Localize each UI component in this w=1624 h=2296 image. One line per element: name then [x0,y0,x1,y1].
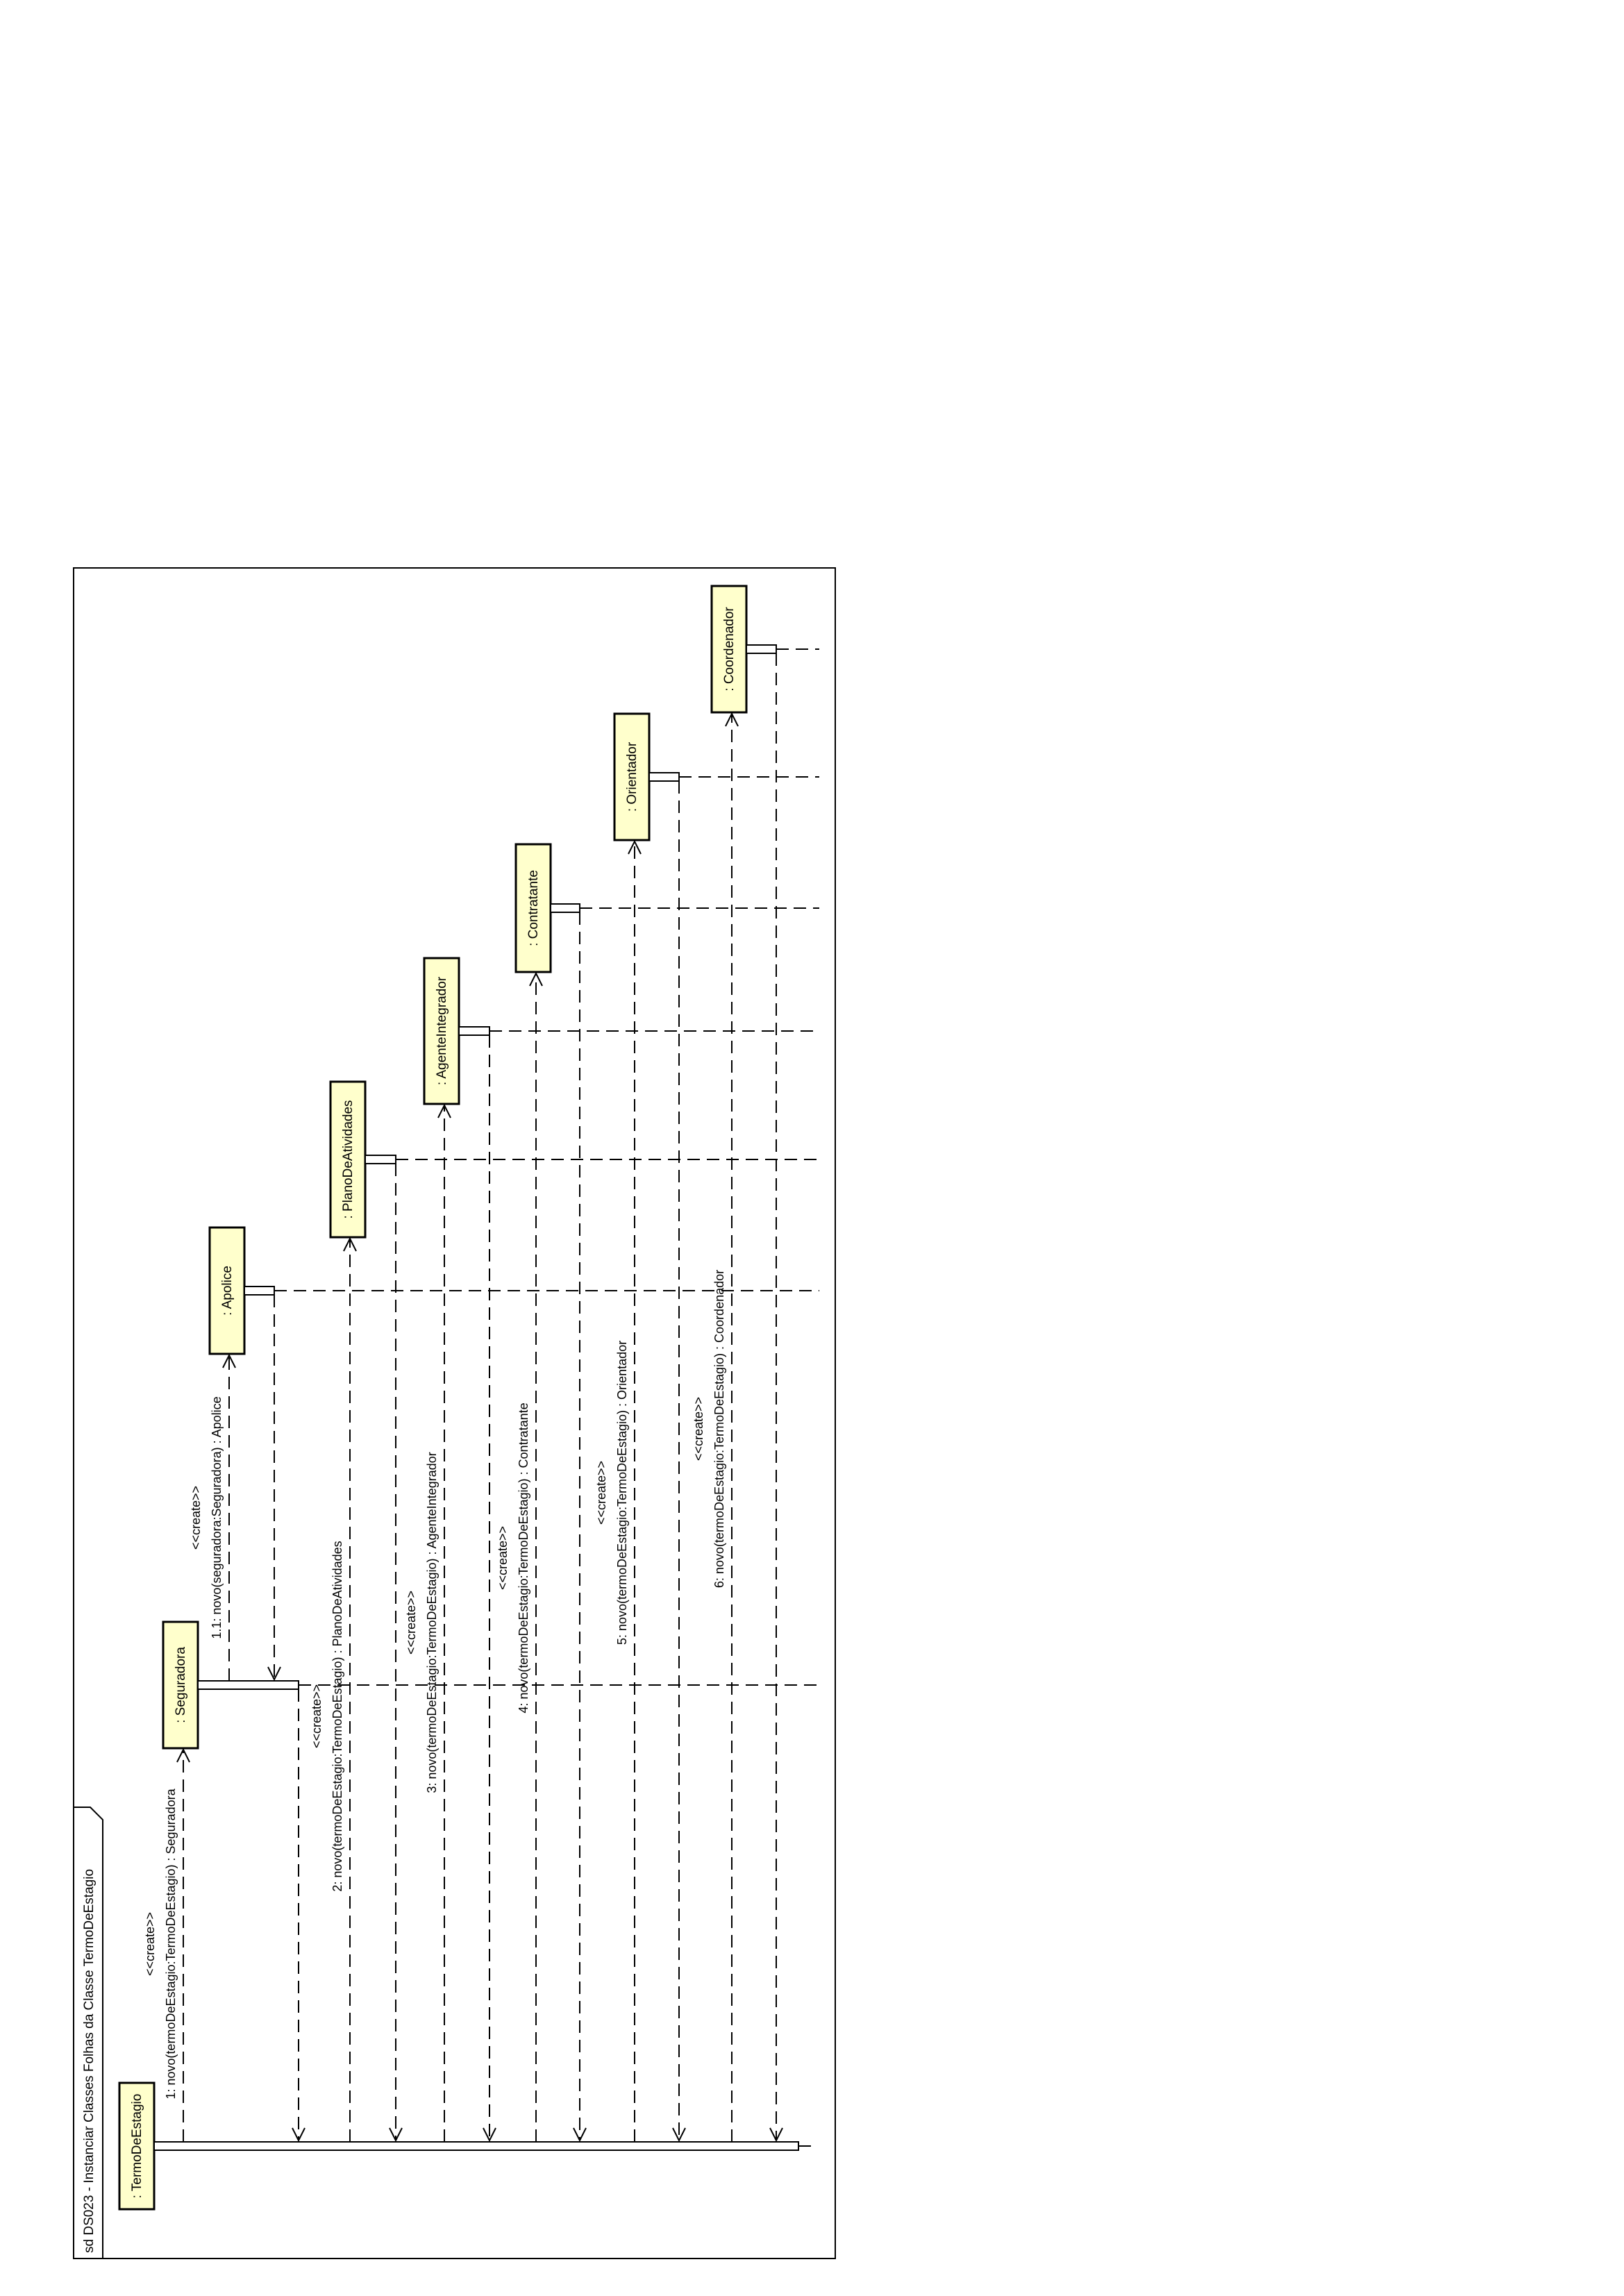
participant-label: : Seguradora [174,1647,188,1723]
message-label: 2: novo(termoDeEstagio:TermoDeEstagio) :… [330,1541,344,1891]
activation-apolice [244,1286,275,1296]
participant-label: : AgenteIntegrador [435,976,449,1085]
activation-termo [153,2141,799,2151]
participant-label: : Orientador [625,741,639,812]
activation-orientador [648,772,680,782]
activation-agente [458,1026,490,1036]
activation-coordenador [746,644,777,654]
participant-label: : Apolice [220,1266,235,1316]
message-stereotype: <<create>> [143,1912,157,1976]
participant-label: : Coordenador [722,607,737,692]
activation-seguradora [197,1680,299,1690]
message-stereotype: <<create>> [692,1397,705,1461]
message-stereotype: <<create>> [310,1684,324,1748]
message-stereotype: <<create>> [496,1526,510,1590]
participant-agente-integrador[interactable]: : AgenteIntegrador [423,957,460,1105]
message-label: 1.1: novo(seguradora:Seguradora) : Apoli… [210,1396,224,1639]
message-label: 3: novo(termoDeEstagio:TermoDeEstagio) :… [425,1452,439,1793]
participant-apolice[interactable]: : Apolice [208,1226,246,1355]
participant-plano-de-atividades[interactable]: : PlanoDeAtividades [329,1080,367,1239]
participant-contratante[interactable]: : Contratante [514,843,552,973]
frame-title-tab [74,1807,103,2259]
participant-label: : Contratante [526,870,541,946]
activation-contratante [550,903,580,913]
participant-seguradora[interactable]: : Seguradora [162,1620,199,1750]
participant-coordenador[interactable]: : Coordenador [710,585,748,714]
diagram-frame [73,567,836,2259]
message-stereotype: <<create>> [189,1486,203,1550]
frame-title: sd DS023 - Instanciar Classes Folhas da … [82,1869,97,2253]
participant-label: : PlanoDeAtividades [341,1100,355,1218]
participant-termo-de-estagio[interactable]: : TermoDeEstagio [118,2081,156,2211]
message-label: 1: novo(termoDeEstagio:TermoDeEstagio) :… [164,1788,178,2099]
participant-orientador[interactable]: : Orientador [613,712,651,841]
message-stereotype: <<create>> [404,1591,418,1654]
participant-label: : TermoDeEstagio [130,2094,144,2199]
message-label: 5: novo(termoDeEstagio:TermoDeEstagio) :… [615,1341,629,1645]
message-label: 6: novo(termoDeEstagio:TermoDeEstagio) :… [712,1270,726,1588]
message-label: 4: novo(termoDeEstagio:TermoDeEstagio) :… [517,1402,530,1713]
activation-plano [365,1155,396,1164]
message-stereotype: <<create>> [594,1461,608,1525]
